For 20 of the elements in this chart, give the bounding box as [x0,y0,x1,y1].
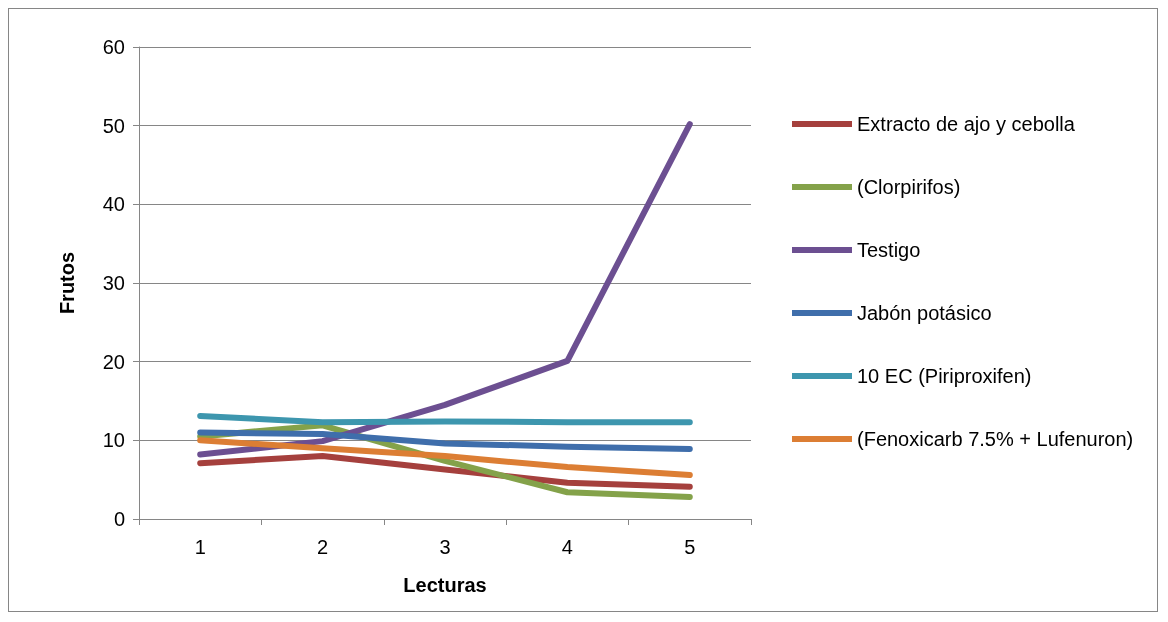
y-tick-label: 20 [102,350,125,373]
y-axis-title: Frutos [56,251,78,315]
x-tick-label: 4 [561,536,573,558]
y-tick-label: 10 [102,429,125,452]
x-axis-title: Lecturas [403,574,487,596]
x-tick-label: 5 [684,536,696,558]
y-tick-label: 30 [102,272,125,294]
x-tick-label: 3 [439,536,451,558]
y-tick-label: 40 [102,193,125,216]
y-tick-label: 60 [102,36,125,58]
legend-label: Extracto de ajo y cebolla [857,113,1076,135]
y-tick-label: 50 [102,114,125,137]
legend-label: Testigo [857,239,921,261]
x-tick-label: 2 [317,536,329,558]
y-tick-label: 0 [113,508,125,530]
x-tick-label: 1 [194,536,206,558]
legend-label: (Fenoxicarb 7.5% + Lufenuron) [857,428,1134,450]
legend-label: Jabón potásico [857,302,992,324]
legend-label: 10 EC (Piriproxifen) [857,365,1032,387]
legend-label: (Clorpirifos) [857,176,961,198]
